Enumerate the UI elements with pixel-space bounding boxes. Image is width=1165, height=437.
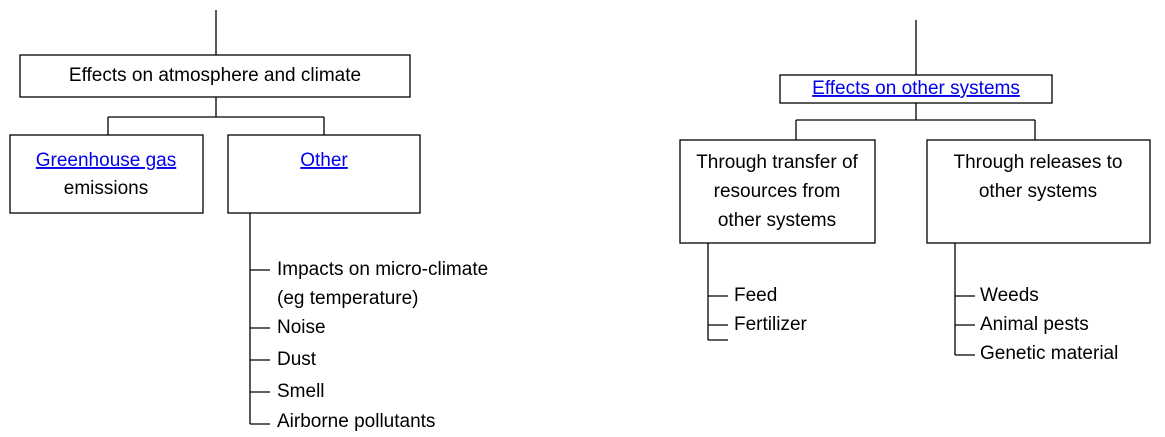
item: Airborne pollutants xyxy=(277,411,435,432)
box-label: emissions xyxy=(64,178,148,199)
right-tree: Effects on other systems Through transfe… xyxy=(679,20,1151,364)
box-label: other systems xyxy=(979,181,1097,202)
left-tree: Effects on atmosphere and climate Greenh… xyxy=(9,10,488,432)
box-label: resources from xyxy=(714,181,841,202)
box xyxy=(926,139,1151,244)
link[interactable]: Other xyxy=(300,150,348,171)
item: Animal pests xyxy=(980,314,1089,335)
item: Dust xyxy=(277,349,317,370)
box-label: Through releases to xyxy=(954,152,1123,173)
root-box xyxy=(19,54,411,98)
box-label: Through transfer of xyxy=(696,152,858,173)
item: Impacts on micro-climate xyxy=(277,259,488,280)
item: Feed xyxy=(734,285,777,306)
box xyxy=(227,134,421,214)
link[interactable]: Effects on other systems xyxy=(812,78,1020,99)
item: Noise xyxy=(277,317,326,338)
item: Genetic material xyxy=(980,343,1118,364)
root-label: Effects on atmosphere and climate xyxy=(69,65,361,86)
box xyxy=(679,139,876,244)
item: (eg temperature) xyxy=(277,288,419,309)
item: Weeds xyxy=(980,285,1039,306)
link[interactable]: Greenhouse gas xyxy=(36,150,177,171)
item: Fertilizer xyxy=(734,314,808,335)
root-box xyxy=(779,74,1053,104)
item: Smell xyxy=(277,381,325,402)
box xyxy=(9,134,204,214)
box-label: other systems xyxy=(718,210,836,231)
